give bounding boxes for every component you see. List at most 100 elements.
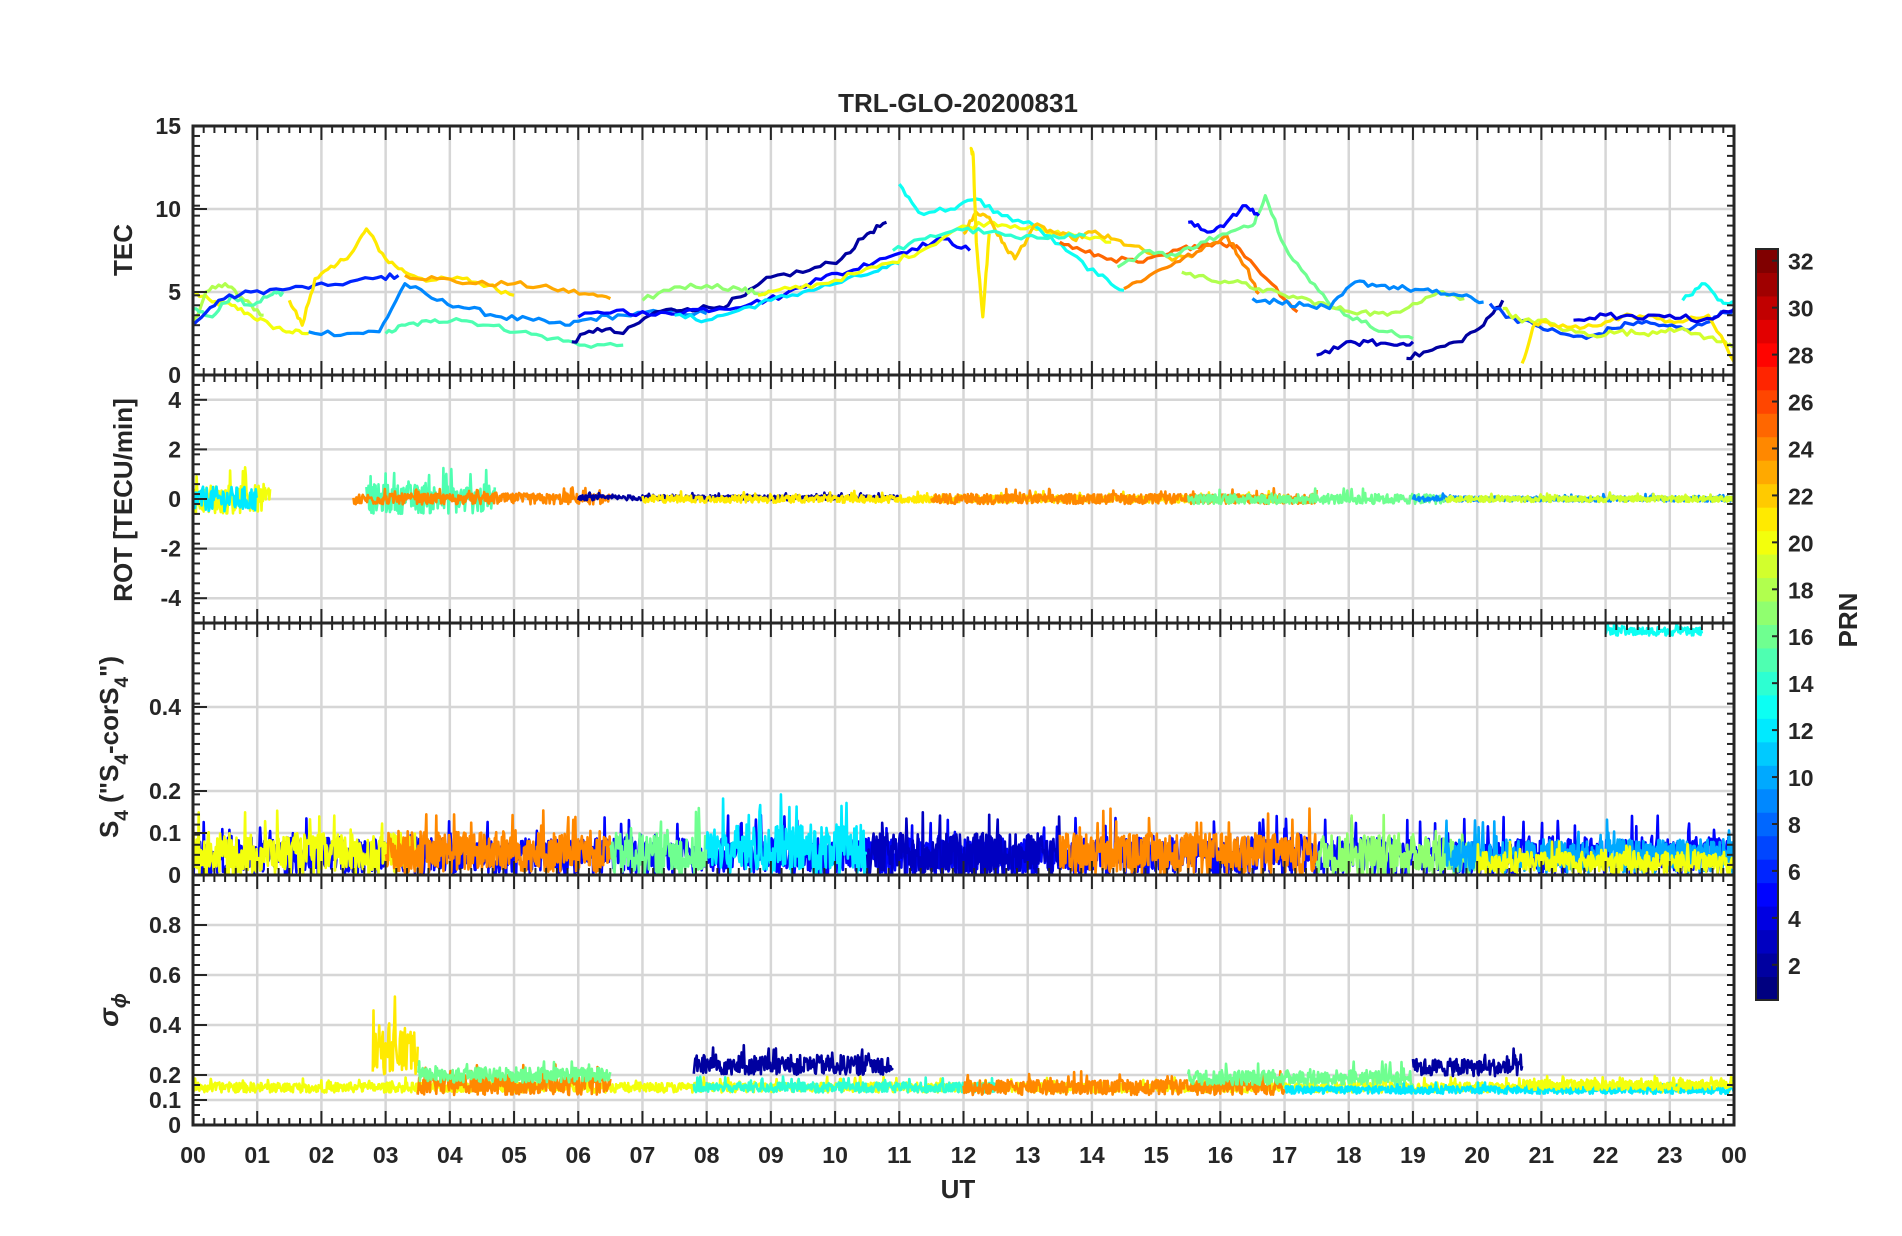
s4-label-sub: 4	[112, 677, 133, 688]
series-line-prn-15	[193, 290, 285, 319]
y-tick-label: 0.2	[149, 1062, 181, 1088]
colorbar-tick-label: 6	[1788, 859, 1801, 885]
colorbar-segment	[1756, 718, 1778, 743]
sigma-label-sub: ϕ	[109, 993, 131, 1008]
colorbar-segment	[1756, 976, 1778, 1001]
y-axis-label-s4: S4 ("S4-corS4")	[94, 656, 133, 838]
colorbar-segment	[1756, 859, 1778, 884]
chart-title: TRL-GLO-20200831	[838, 88, 1078, 118]
colorbar-segment	[1756, 507, 1778, 532]
colorbar-segment	[1756, 694, 1778, 719]
y-tick-label: -2	[161, 536, 181, 562]
panel-tec-series	[193, 146, 1734, 365]
colorbar-tick-label: 20	[1788, 530, 1814, 556]
x-tick-label: 07	[630, 1142, 656, 1168]
x-tick-label: 16	[1208, 1142, 1234, 1168]
y-tick-label: -4	[161, 585, 182, 611]
colorbar-tick-label: 8	[1788, 812, 1801, 838]
series-line-prn-9	[1251, 279, 1484, 311]
colorbar-segment	[1756, 366, 1778, 391]
y-tick-label: 0	[168, 862, 181, 888]
x-tick-label: 00	[180, 1142, 206, 1168]
colorbar-segment	[1756, 577, 1778, 602]
y-tick-label: 4	[168, 387, 181, 413]
series-line-prn-21	[1520, 312, 1734, 365]
x-tick-label: 10	[822, 1142, 848, 1168]
y-tick-label: 10	[155, 196, 181, 222]
x-tick-label: 21	[1529, 1142, 1555, 1168]
y-axis-label-sigma-phi: σϕ	[93, 993, 131, 1027]
series-line-prn-13	[898, 183, 1125, 292]
x-tick-label: 00	[1721, 1142, 1747, 1168]
colorbar-tick-label: 18	[1788, 577, 1814, 603]
x-tick-label: 02	[309, 1142, 335, 1168]
y-tick-label: 0.1	[149, 820, 181, 846]
colorbar-tick-label: 28	[1788, 343, 1814, 369]
series-line-prn-9	[308, 282, 708, 338]
colorbar-segment	[1756, 835, 1778, 860]
colorbar-frame	[1755, 248, 1779, 1001]
x-tick-label: 18	[1336, 1142, 1362, 1168]
colorbar-segment	[1756, 389, 1778, 414]
panel-rot-series	[193, 466, 1734, 516]
colorbar-tick-label: 22	[1788, 483, 1814, 509]
series-line-prn-24	[352, 486, 612, 506]
series-line-prn-20	[193, 290, 309, 336]
colorbar-segment	[1756, 319, 1778, 344]
series-line-prn-3	[1316, 338, 1415, 357]
series-line-prn-18	[1181, 270, 1465, 317]
x-tick-label: 08	[694, 1142, 720, 1168]
colorbar-segment	[1756, 530, 1778, 555]
series-line-prn-22	[962, 210, 1196, 262]
colorbar-segment	[1756, 906, 1778, 931]
tick-layer	[192, 125, 1735, 1126]
x-tick-label: 19	[1400, 1142, 1426, 1168]
y-tick-label: 0.6	[149, 962, 181, 988]
colorbar-tick-label: 14	[1788, 671, 1814, 697]
x-tick-label: 14	[1079, 1142, 1105, 1168]
colorbar-segment	[1756, 554, 1778, 579]
colorbar-segment	[1756, 624, 1778, 649]
colorbar-segment	[1756, 295, 1778, 320]
colorbar-tick-label: 32	[1788, 249, 1814, 275]
series-line-prn-5	[1188, 204, 1261, 234]
s4-label-part: -corS	[94, 688, 124, 754]
series-line-prn-15	[365, 466, 497, 516]
colorbar-segment	[1756, 671, 1778, 696]
colorbar-segment	[1756, 812, 1778, 837]
x-tick-label: 13	[1015, 1142, 1041, 1168]
y-tick-label: 15	[155, 113, 181, 139]
colorbar-tick-label: 24	[1788, 436, 1814, 462]
colorbar-tick-label: 12	[1788, 718, 1814, 744]
series-line-prn-20	[193, 809, 419, 875]
y-tick-label: 0.4	[149, 694, 181, 720]
x-tick-label: 05	[501, 1142, 527, 1168]
y-tick-label: 2	[168, 436, 181, 462]
colorbar-tick-label: 2	[1788, 953, 1801, 979]
s4-label-sub: 4	[112, 754, 133, 765]
colorbar-segment	[1756, 741, 1778, 766]
colorbar-tick-label: 30	[1788, 296, 1814, 322]
series-line-prn-24	[1123, 234, 1260, 295]
x-axis-label: UT	[941, 1174, 976, 1204]
colorbar-label: PRN	[1833, 593, 1863, 648]
x-tick-label: 12	[951, 1142, 977, 1168]
series-line-prn-21	[371, 995, 419, 1076]
x-tick-label: 15	[1143, 1142, 1169, 1168]
series-line-prn-19	[1444, 491, 1734, 504]
series-line-prn-16	[1186, 487, 1447, 506]
x-tick-label: 23	[1657, 1142, 1683, 1168]
series-line-prn-17	[1315, 813, 1479, 875]
s4-label-part: ("S	[94, 765, 124, 811]
colorbar-segment	[1756, 272, 1778, 297]
tick-label-layer: 051015-4-202400.10.20.400.10.20.40.60.80…	[149, 113, 1747, 1168]
series-line-prn-13	[1681, 282, 1734, 306]
colorbar-segment	[1756, 953, 1778, 978]
colorbar-segment	[1756, 765, 1778, 790]
series-line-prn-12	[705, 793, 869, 875]
series-line-prn-14	[891, 226, 1086, 252]
x-tick-label: 03	[373, 1142, 399, 1168]
series-line-prn-13	[1604, 623, 1704, 637]
